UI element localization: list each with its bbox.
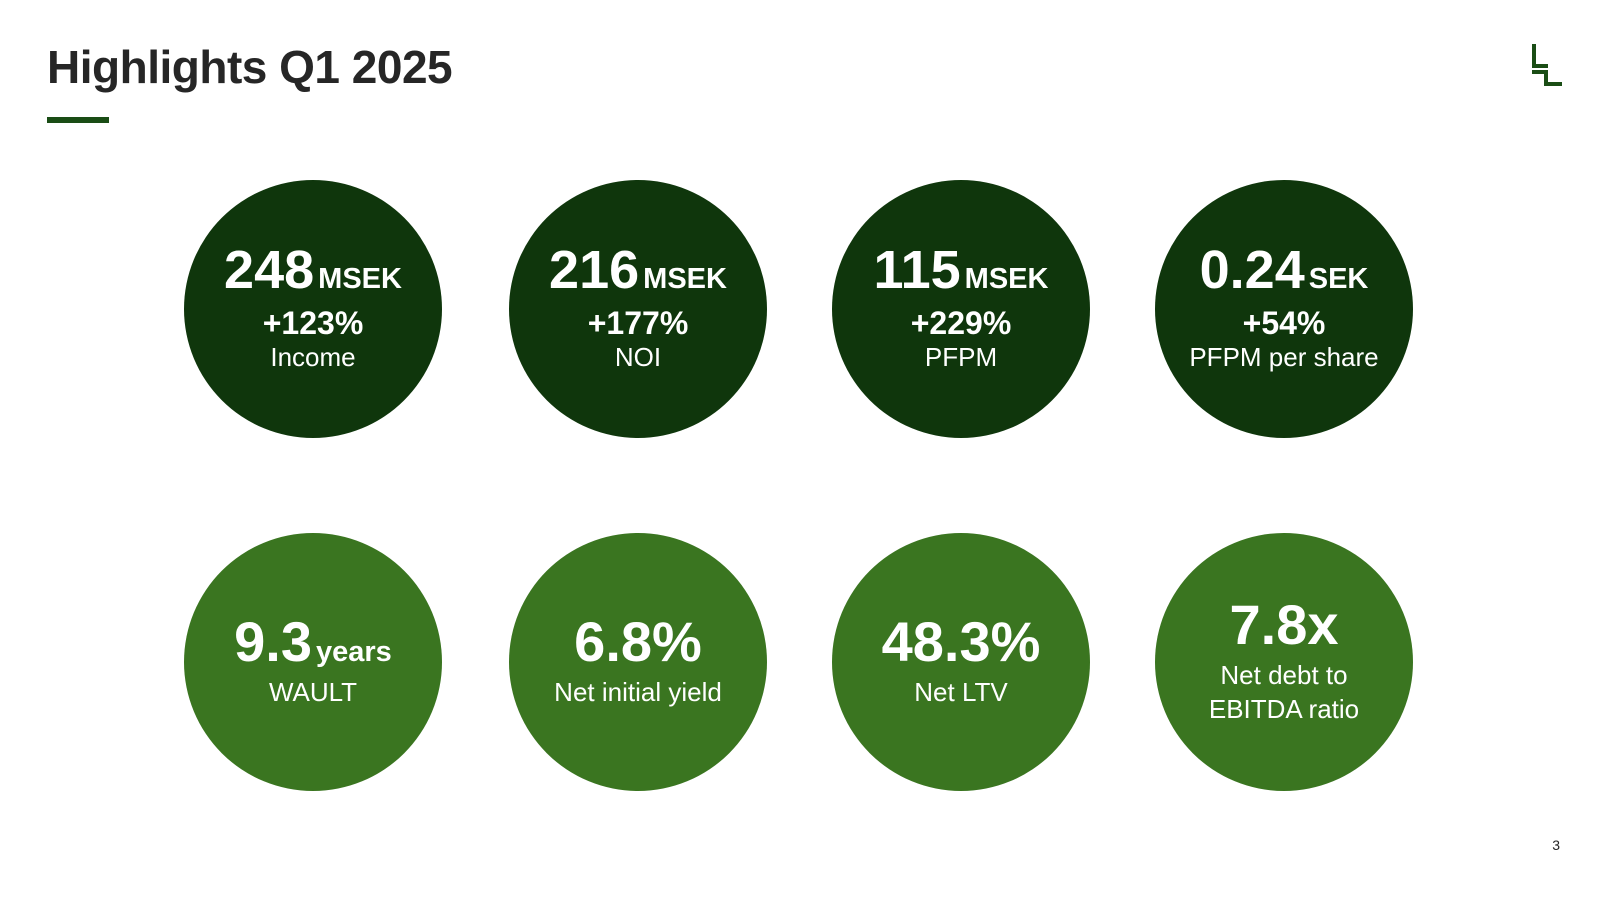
company-logo-icon xyxy=(1532,44,1562,86)
metric-label: Net initial yield xyxy=(554,677,722,708)
page-number: 3 xyxy=(1552,837,1560,853)
metric-net-initial-yield: 6.8% Net initial yield xyxy=(509,533,767,791)
metric-label-line: EBITDA ratio xyxy=(1208,694,1360,724)
highlight-change: +123% xyxy=(262,305,364,342)
highlight-income: 248 MSEK +123% Income xyxy=(184,180,442,438)
metric-unit: years xyxy=(316,636,392,669)
metric-wault: 9.3 years WAULT xyxy=(184,533,442,791)
highlight-change: +229% xyxy=(910,305,1012,342)
metric-label: Net debt to EBITDA ratio xyxy=(1209,659,1359,727)
highlight-pfpm-per-share: 0.24 SEK +54% PFPM per share xyxy=(1155,180,1413,438)
metric-label: WAULT xyxy=(268,677,358,708)
highlight-noi: 216 MSEK +177% NOI xyxy=(509,180,767,438)
highlight-label: PFPM xyxy=(924,342,998,373)
title-underline xyxy=(47,117,109,123)
metric-net-ltv: 48.3% Net LTV xyxy=(832,533,1090,791)
highlight-pfpm: 115 MSEK +229% PFPM xyxy=(832,180,1090,438)
highlight-label: PFPM per share xyxy=(1189,342,1379,373)
highlight-label: NOI xyxy=(614,342,662,373)
metric-value: 6.8% xyxy=(574,610,702,674)
page-title: Highlights Q1 2025 xyxy=(47,41,453,93)
metric-label-line: Net debt to xyxy=(1220,660,1348,691)
metric-label: Net LTV xyxy=(914,677,1008,708)
highlight-unit: SEK xyxy=(1308,263,1369,296)
metric-value: 9.3 xyxy=(234,610,313,674)
highlight-unit: MSEK xyxy=(964,263,1049,296)
highlight-unit: MSEK xyxy=(643,263,727,296)
highlight-value: 115 xyxy=(873,240,961,301)
highlight-label: Income xyxy=(270,342,356,373)
highlight-unit: MSEK xyxy=(318,263,402,296)
highlight-value: 0.24 xyxy=(1199,240,1305,301)
highlight-value: 216 xyxy=(549,240,640,301)
highlight-value: 248 xyxy=(224,240,315,301)
metric-value: 48.3% xyxy=(881,610,1041,674)
highlight-change: +54% xyxy=(1242,305,1326,342)
metric-value: 7.8x xyxy=(1229,593,1339,657)
highlight-change: +177% xyxy=(587,305,689,342)
metric-net-debt-to-ebitda: 7.8x Net debt to EBITDA ratio xyxy=(1155,533,1413,791)
